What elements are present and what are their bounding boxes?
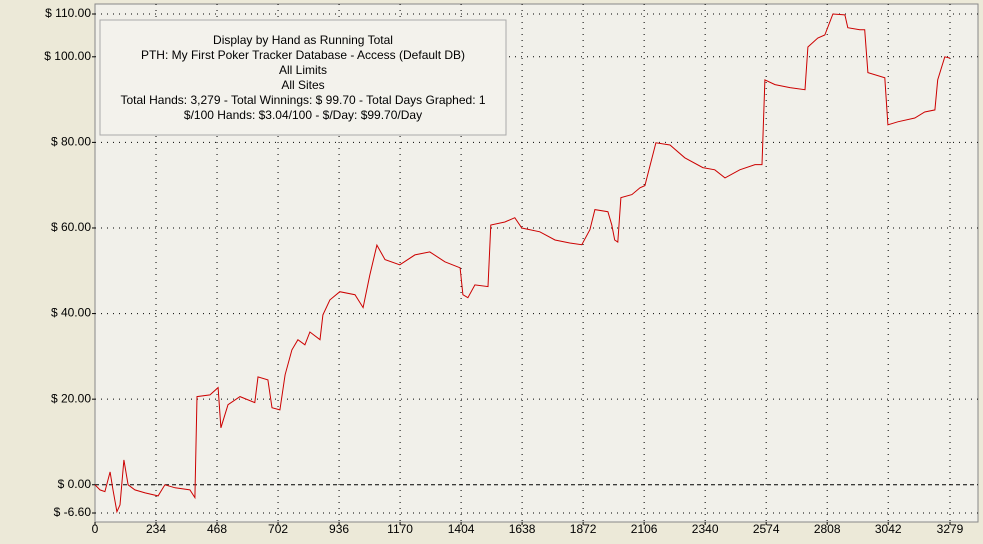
x-tick-label: 234	[146, 522, 166, 536]
x-tick-label: 2106	[631, 522, 658, 536]
info-box	[99, 19, 507, 136]
y-tick-label: $ 0.00	[58, 477, 92, 491]
x-tick-label: 1638	[509, 522, 536, 536]
info-line: $/100 Hands: $3.04/100 - $/Day: $99.70/D…	[184, 108, 422, 122]
grid	[92, 4, 978, 525]
info-line: Display by Hand as Running Total	[213, 33, 393, 47]
x-tick-label: 3279	[937, 522, 964, 536]
x-tick-label: 1404	[448, 522, 475, 536]
y-tick-label: $ 40.00	[51, 306, 91, 320]
x-tick-label: 702	[268, 522, 288, 536]
y-tick-label: $ 110.00	[45, 6, 91, 20]
y-tick-label: $ 60.00	[51, 220, 91, 234]
x-tick-label: 3042	[875, 522, 902, 536]
info-line: Total Hands: 3,279 - Total Winnings: $ 9…	[120, 93, 485, 107]
x-tick-label: 2808	[814, 522, 841, 536]
x-tick-label: 2574	[753, 522, 780, 536]
x-tick-label: 1170	[387, 522, 413, 536]
y-tick-label: $ -6.60	[54, 505, 92, 519]
x-tick-label: 468	[207, 522, 227, 536]
lines	[94, 13, 951, 514]
x-tick-label: 1872	[570, 522, 597, 536]
info-line: All Limits	[279, 63, 327, 77]
y-tick-label: $ 80.00	[51, 135, 91, 149]
series-line	[94, 13, 951, 514]
info-line: PTH: My First Poker Tracker Database - A…	[141, 48, 465, 62]
y-tick-label: $ 100.00	[44, 49, 91, 63]
info-line: All Sites	[281, 78, 324, 92]
x-tick-label: 936	[329, 522, 349, 536]
y-tick-label: $ 20.00	[51, 391, 91, 405]
x-tick-label: 0	[92, 522, 99, 536]
x-tick-label: 2340	[692, 522, 719, 536]
